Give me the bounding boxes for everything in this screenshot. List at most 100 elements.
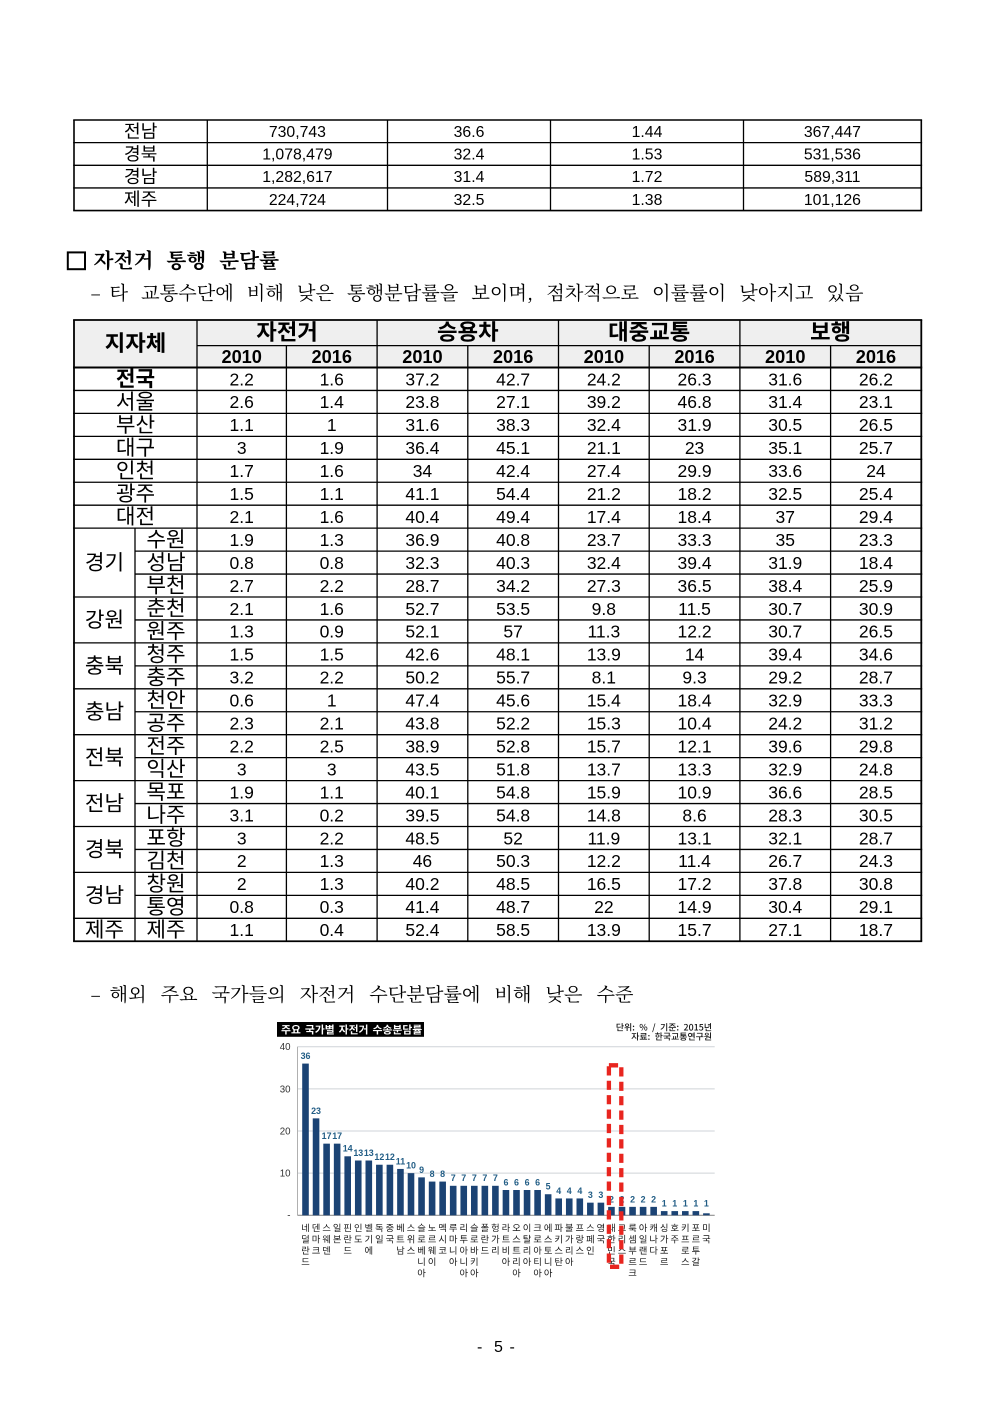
svg-text:1.1: 1.1 — [230, 920, 254, 940]
svg-text:14: 14 — [343, 1144, 353, 1154]
svg-text:28.7: 28.7 — [405, 576, 439, 596]
svg-text:12: 12 — [374, 1152, 384, 1162]
svg-text:2.7: 2.7 — [230, 576, 254, 596]
svg-text:24.2: 24.2 — [768, 714, 802, 734]
svg-text:2: 2 — [630, 1194, 635, 1204]
svg-text:37.8: 37.8 — [768, 874, 802, 894]
svg-text:32.9: 32.9 — [768, 759, 802, 779]
svg-text:14.8: 14.8 — [587, 805, 621, 825]
svg-text:31.2: 31.2 — [859, 714, 893, 734]
svg-text:18.7: 18.7 — [859, 920, 893, 940]
svg-text:30.5: 30.5 — [768, 415, 802, 435]
svg-text:730,743: 730,743 — [269, 124, 326, 141]
svg-text:30.9: 30.9 — [859, 599, 893, 619]
svg-text:8.6: 8.6 — [682, 805, 706, 825]
svg-text:3.1: 3.1 — [230, 805, 254, 825]
svg-text:13: 13 — [364, 1148, 374, 1158]
svg-text:52.4: 52.4 — [405, 920, 439, 940]
svg-text:26.5: 26.5 — [859, 415, 893, 435]
svg-text:5: 5 — [494, 1339, 503, 1356]
svg-text:1.6: 1.6 — [320, 507, 344, 527]
svg-text:45.6: 45.6 — [496, 691, 530, 711]
svg-text:8.1: 8.1 — [592, 668, 616, 688]
svg-text:1.6: 1.6 — [320, 369, 344, 389]
svg-text:28.5: 28.5 — [859, 782, 893, 802]
svg-text:54.8: 54.8 — [496, 782, 530, 802]
svg-text:15.7: 15.7 — [587, 736, 621, 756]
svg-text:1.3: 1.3 — [320, 530, 344, 550]
svg-text:34.6: 34.6 — [859, 645, 893, 665]
svg-text:10.4: 10.4 — [678, 714, 712, 734]
svg-text:38.3: 38.3 — [496, 415, 530, 435]
svg-text:14.9: 14.9 — [678, 897, 712, 917]
svg-text:48.5: 48.5 — [405, 828, 439, 848]
svg-text:26.5: 26.5 — [859, 622, 893, 642]
svg-text:27.1: 27.1 — [768, 920, 802, 940]
svg-text:3: 3 — [237, 759, 247, 779]
svg-text:50.3: 50.3 — [496, 851, 530, 871]
svg-text:17: 17 — [332, 1131, 342, 1141]
svg-text:24.3: 24.3 — [859, 851, 893, 871]
svg-text:27.3: 27.3 — [587, 576, 621, 596]
svg-text:38.4: 38.4 — [768, 576, 802, 596]
svg-text:1.3: 1.3 — [230, 622, 254, 642]
svg-text:25.9: 25.9 — [859, 576, 893, 596]
svg-text:39.4: 39.4 — [678, 553, 712, 573]
svg-text:-: - — [287, 1211, 290, 1222]
svg-text:11.9: 11.9 — [587, 828, 620, 848]
svg-text:40.8: 40.8 — [496, 530, 530, 550]
svg-text:1.1: 1.1 — [320, 484, 344, 504]
svg-text:40.4: 40.4 — [405, 507, 439, 527]
svg-text:2: 2 — [641, 1194, 646, 1204]
svg-text:37: 37 — [776, 507, 795, 527]
svg-text:0.8: 0.8 — [320, 553, 344, 573]
svg-text:40.2: 40.2 — [405, 874, 439, 894]
svg-text:32.4: 32.4 — [454, 146, 485, 163]
svg-text:1.53: 1.53 — [632, 146, 663, 163]
svg-text:34.2: 34.2 — [496, 576, 530, 596]
svg-text:33.3: 33.3 — [859, 691, 893, 711]
svg-text:0.2: 0.2 — [320, 805, 344, 825]
svg-text:1: 1 — [683, 1198, 688, 1208]
svg-text:38.9: 38.9 — [405, 736, 439, 756]
svg-text:9.8: 9.8 — [592, 599, 616, 619]
svg-text:2010: 2010 — [221, 347, 261, 367]
svg-text:13.9: 13.9 — [587, 645, 621, 665]
svg-text:22: 22 — [594, 897, 613, 917]
svg-text:52.1: 52.1 — [405, 622, 439, 642]
svg-text:31.4: 31.4 — [454, 169, 485, 186]
svg-text:20: 20 — [280, 1127, 291, 1138]
svg-text:58.5: 58.5 — [496, 920, 530, 940]
svg-text:13.1: 13.1 — [678, 828, 712, 848]
svg-text:27.4: 27.4 — [587, 461, 621, 481]
svg-text:48.1: 48.1 — [496, 645, 530, 665]
svg-text:52.2: 52.2 — [496, 714, 530, 734]
svg-text:5: 5 — [546, 1182, 551, 1192]
svg-text:4: 4 — [577, 1186, 582, 1196]
svg-text:48.7: 48.7 — [496, 897, 530, 917]
svg-text:6: 6 — [503, 1177, 508, 1187]
svg-text:54.8: 54.8 — [496, 805, 530, 825]
svg-text:1: 1 — [672, 1198, 677, 1208]
svg-text:23.3: 23.3 — [859, 530, 893, 550]
svg-text:35.1: 35.1 — [768, 438, 802, 458]
svg-text:12.2: 12.2 — [587, 851, 621, 871]
svg-text:23.7: 23.7 — [587, 530, 621, 550]
svg-text:-: - — [510, 1339, 515, 1356]
svg-text:10: 10 — [406, 1161, 416, 1171]
svg-text:25.4: 25.4 — [859, 484, 893, 504]
svg-text:1.3: 1.3 — [320, 874, 344, 894]
svg-text:32.9: 32.9 — [768, 691, 802, 711]
svg-text:17.2: 17.2 — [678, 874, 712, 894]
svg-text:29.1: 29.1 — [859, 897, 893, 917]
svg-text:55.7: 55.7 — [496, 668, 530, 688]
svg-text:28.7: 28.7 — [859, 828, 893, 848]
svg-text:26.3: 26.3 — [678, 369, 712, 389]
svg-text:23: 23 — [311, 1106, 321, 1116]
svg-text:24: 24 — [866, 461, 886, 481]
svg-text:32.4: 32.4 — [587, 553, 621, 573]
svg-text:7: 7 — [451, 1173, 456, 1183]
svg-text:1.72: 1.72 — [632, 169, 663, 186]
svg-text:2.2: 2.2 — [320, 668, 344, 688]
svg-text:2: 2 — [609, 1194, 614, 1204]
